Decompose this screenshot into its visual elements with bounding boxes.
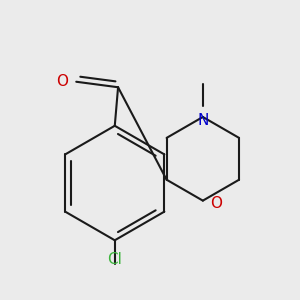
- Text: O: O: [210, 196, 222, 211]
- Text: Cl: Cl: [107, 252, 122, 267]
- Text: O: O: [56, 74, 68, 89]
- Text: N: N: [197, 112, 208, 128]
